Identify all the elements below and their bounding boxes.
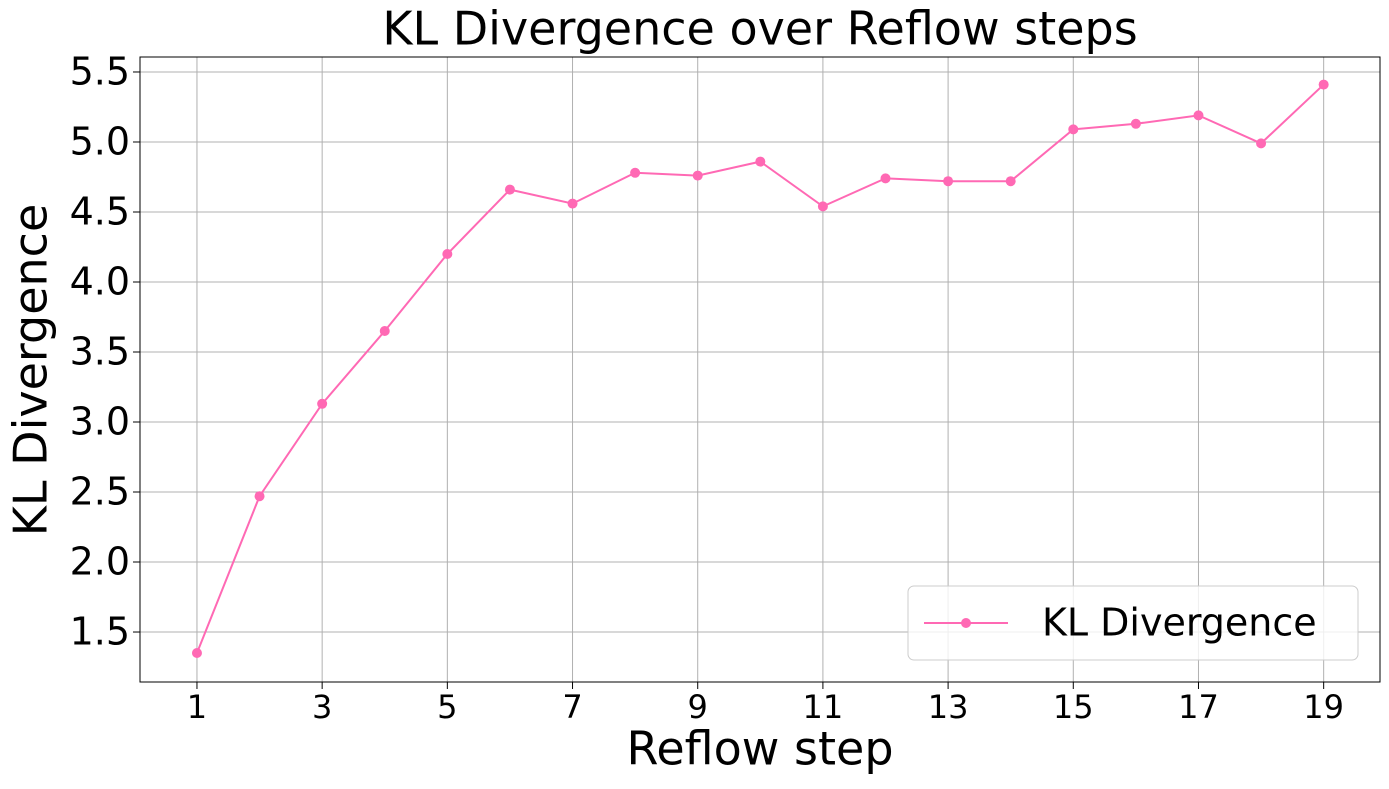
data-point [1068, 124, 1079, 135]
x-tick-label: 13 [928, 688, 969, 726]
data-point [1256, 138, 1267, 149]
y-tick-label: 3.0 [70, 400, 130, 444]
y-tick-label: 2.0 [70, 540, 130, 584]
plot-frame [139, 56, 1381, 683]
x-tick-label: 1 [187, 688, 207, 726]
x-tick-label: 3 [312, 688, 332, 726]
x-tick-label: 15 [1053, 688, 1094, 726]
data-point [504, 184, 515, 195]
y-tick-label: 3.5 [70, 329, 130, 373]
y-tick-label: 1.5 [70, 610, 130, 654]
data-point [191, 648, 202, 659]
legend-box [907, 585, 1359, 661]
x-tick-label: 11 [803, 688, 844, 726]
data-point [943, 176, 954, 187]
x-tick-label: 19 [1303, 688, 1344, 726]
data-point [630, 167, 641, 178]
x-tick-label: 5 [437, 688, 457, 726]
y-tick-label: 4.5 [70, 189, 130, 233]
data-point [567, 198, 578, 209]
data-point [1130, 118, 1141, 129]
x-tick-label: 7 [562, 688, 582, 726]
x-axis-label: Reflow step [626, 722, 893, 776]
y-tick-label: 5.5 [70, 49, 130, 93]
data-point [1193, 110, 1204, 121]
data-point [442, 248, 453, 259]
legend: KL Divergence [907, 585, 1359, 661]
data-point [817, 201, 828, 212]
data-point [1005, 176, 1016, 187]
y-tick-label: 4.0 [70, 259, 130, 303]
x-tick-label: 17 [1178, 688, 1219, 726]
y-axis-label: KL Divergence [4, 204, 58, 537]
series-line [196, 83, 1325, 654]
data-point [254, 491, 265, 502]
legend-marker [961, 618, 971, 628]
data-point [1318, 79, 1329, 90]
data-point [880, 173, 891, 184]
chart-title: KL Divergence over Reflow steps [382, 2, 1137, 56]
data-point [692, 170, 703, 181]
y-tick-label: 2.5 [70, 470, 130, 514]
x-tick-label: 9 [688, 688, 708, 726]
data-point [379, 325, 390, 336]
y-tick-label: 5.0 [70, 119, 130, 163]
data-point [755, 156, 766, 167]
data-point [317, 398, 328, 409]
legend-label: KL Divergence [1042, 601, 1317, 645]
